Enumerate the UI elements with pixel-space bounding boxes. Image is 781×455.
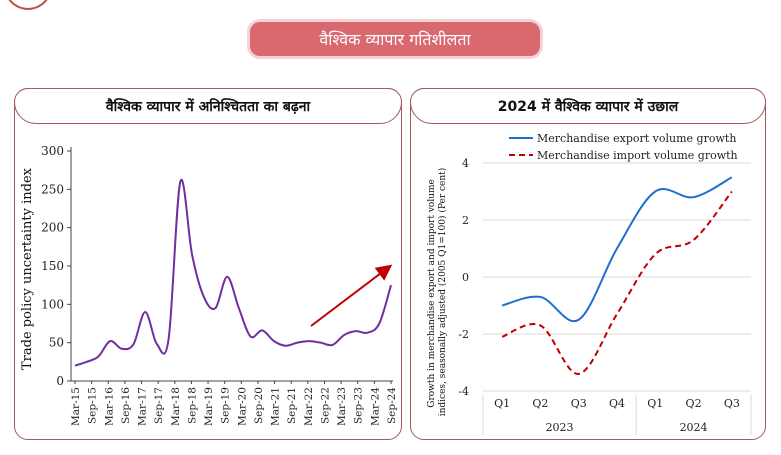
uncertainty-x-tick-label: Mar-18 [170,387,182,426]
trade-growth-chart: -4 -2 0 2 4 Q1 Q2 Q3 Q4 Q1 Q2 Q3 2023 2024 Merchandise… [427,132,752,435]
uncertainty-y-tick-label: 250 [41,182,64,196]
uncertainty-chart-panel: वैश्विक व्यापार में अनिश्चितता का बढ़ना … [14,88,402,440]
trade-growth-x-tick-label: Q2 [532,397,548,410]
import-series-line [501,190,733,375]
uncertainty-x-tick-label: Sep-17 [153,387,165,424]
uncertainty-series-line [74,178,392,367]
uncertainty-y-tick-label: 150 [41,259,64,273]
trade-growth-x-tick-label: Q1 [647,397,663,410]
uncertainty-x-tick-label: Sep-20 [253,387,265,424]
trade-growth-y-tick-label: 2 [462,214,469,227]
uncertainty-y-tick-label: 200 [41,221,64,235]
trade-growth-chart-panel: 2024 में वैश्विक व्यापार में उछाल -4 -2 0 2… [410,88,766,440]
trade-growth-y-tick-label: 4 [462,157,469,170]
trade-growth-chart-title: 2024 में वैश्विक व्यापार में उछाल [410,88,766,124]
uncertainty-y-tick-label: 50 [49,336,64,350]
trade-growth-y-tick-label: -2 [458,328,469,341]
trade-growth-y-axis-label: Growth in merchandise export and import … [427,168,448,417]
uncertainty-x-tick-label: Mar-20 [236,387,248,426]
uncertainty-x-tick-label: Mar-21 [270,387,282,426]
uncertainty-x-tick-label: Mar-17 [137,387,149,426]
uncertainty-x-tick-label: Sep-18 [186,387,198,424]
trade-growth-y-tick-label: 0 [462,271,469,284]
legend-entry: Merchandise import volume growth [537,149,738,162]
uncertainty-y-tick-label: 0 [56,374,64,388]
page-banner: वैश्विक व्यापार गतिशीलता [250,22,540,56]
banner-title: वैश्विक व्यापार गतिशीलता [319,30,471,49]
uncertainty-x-tick-label: Mar-23 [336,387,348,426]
trade-growth-group-label: 2023 [546,421,574,434]
trade-growth-x-tick-label: Q3 [571,397,587,410]
uncertainty-x-tick-label: Mar-19 [203,387,215,426]
trend-arrow [310,264,393,327]
uncertainty-chart: 0 50 100 150 200 250 300 Mar-15 Sep-15 Mar-16 Sep-… [20,144,398,426]
uncertainty-x-tick-label: Sep-23 [353,387,365,424]
uncertainty-chart-title: वैश्विक व्यापार में अनिश्चितता का बढ़ना [14,88,402,124]
uncertainty-x-tick-label: Sep-15 [87,387,99,424]
trade-growth-y-tick-label: -4 [458,385,469,398]
trade-growth-group-label: 2024 [680,421,708,434]
legend-entry: Merchandise export volume growth [537,132,736,145]
trade-growth-x-tick-label: Q4 [609,397,625,410]
uncertainty-x-tick-label: Mar-16 [103,387,115,426]
uncertainty-x-tick-label: Sep-22 [319,387,331,424]
uncertainty-x-tick-label: Sep-21 [286,387,298,424]
corner-decoration [4,0,52,10]
uncertainty-x-tick-label: Mar-22 [303,387,315,426]
uncertainty-y-axis-label: Trade policy uncertainty index [20,167,35,370]
uncertainty-y-tick-label: 300 [41,144,64,158]
uncertainty-x-tick-label: Sep-24 [386,387,398,424]
trade-growth-x-tick-label: Q3 [724,397,740,410]
trade-growth-x-tick-label: Q2 [686,397,702,410]
uncertainty-x-tick-label: Sep-16 [120,387,132,424]
trade-growth-x-tick-label: Q1 [494,397,510,410]
uncertainty-x-tick-label: Mar-15 [70,387,82,426]
uncertainty-x-tick-label: Sep-19 [220,387,232,424]
uncertainty-x-tick-label: Mar-24 [369,387,381,426]
export-series-line [501,176,733,323]
uncertainty-y-tick-label: 100 [41,297,64,311]
